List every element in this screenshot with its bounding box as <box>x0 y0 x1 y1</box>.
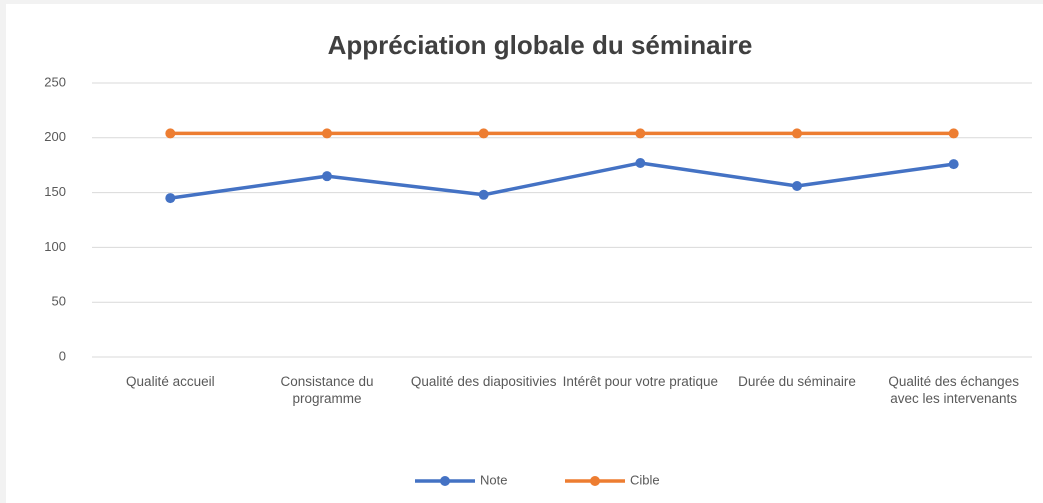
y-tick-label: 150 <box>44 184 66 199</box>
data-point <box>948 159 959 170</box>
data-point <box>635 128 646 139</box>
data-point <box>322 128 332 139</box>
data-point <box>635 158 646 169</box>
data-point <box>478 189 489 200</box>
legend-marker <box>440 476 450 486</box>
chart-title: Appréciation globale du séminaire <box>328 30 753 60</box>
legend-label: Note <box>480 472 507 487</box>
y-tick-label: 0 <box>59 348 66 363</box>
legend-label: Cible <box>630 472 660 487</box>
y-tick-label: 50 <box>52 294 66 309</box>
x-tick-label: Intérêt pour votre pratique <box>562 374 718 389</box>
data-point <box>792 181 802 192</box>
y-tick-label: 200 <box>44 129 66 144</box>
data-point <box>478 128 489 139</box>
x-tick-label: Qualité accueil <box>126 374 215 389</box>
x-tick-label: Qualité des échanges avec les intervenan… <box>888 374 1019 406</box>
data-point <box>165 193 176 204</box>
x-tick-label: Consistance du programme <box>280 374 374 406</box>
data-point <box>322 171 332 182</box>
y-tick-label: 250 <box>44 74 66 89</box>
legend-marker <box>590 476 600 486</box>
y-tick-label: 100 <box>44 239 66 254</box>
data-point <box>948 128 959 139</box>
x-tick-label: Durée du séminaire <box>738 374 856 389</box>
chart-background <box>6 4 1043 503</box>
x-tick-label: Qualité des diapositivies <box>410 374 557 389</box>
data-point <box>165 128 176 139</box>
series-line <box>170 161 954 200</box>
data-point <box>792 128 802 139</box>
